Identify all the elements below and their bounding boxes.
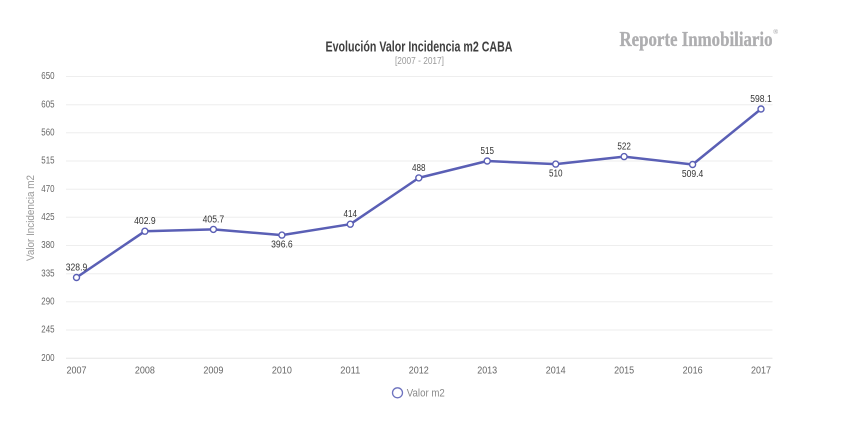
svg-text:2016: 2016 bbox=[683, 365, 704, 376]
svg-text:2013: 2013 bbox=[477, 365, 498, 376]
svg-text:290: 290 bbox=[41, 297, 55, 308]
svg-text:®: ® bbox=[773, 28, 779, 36]
svg-text:Evolución Valor Incidencia m2: Evolución Valor Incidencia m2 CABA bbox=[326, 39, 513, 56]
svg-text:425: 425 bbox=[41, 212, 55, 223]
svg-text:488: 488 bbox=[412, 163, 426, 174]
svg-text:522: 522 bbox=[617, 142, 631, 153]
svg-text:2014: 2014 bbox=[546, 365, 567, 376]
svg-text:515: 515 bbox=[480, 146, 494, 157]
svg-text:405.7: 405.7 bbox=[203, 214, 225, 225]
svg-text:Valor m2: Valor m2 bbox=[407, 387, 445, 399]
svg-text:2009: 2009 bbox=[203, 365, 223, 376]
svg-text:[2007 - 2017]: [2007 - 2017] bbox=[395, 55, 444, 67]
svg-text:396.6: 396.6 bbox=[271, 240, 293, 251]
svg-text:2017: 2017 bbox=[751, 365, 771, 376]
svg-text:2008: 2008 bbox=[135, 365, 156, 376]
svg-text:2015: 2015 bbox=[614, 365, 635, 376]
svg-text:510: 510 bbox=[549, 169, 563, 180]
svg-text:2011: 2011 bbox=[340, 365, 360, 376]
svg-text:402.9: 402.9 bbox=[134, 216, 156, 227]
svg-text:Reporte Inmobiliario: Reporte Inmobiliario bbox=[620, 27, 773, 51]
svg-text:560: 560 bbox=[41, 128, 55, 139]
svg-text:Valor Incidencia m2: Valor Incidencia m2 bbox=[25, 175, 37, 261]
svg-text:2007: 2007 bbox=[67, 365, 87, 376]
svg-text:605: 605 bbox=[41, 99, 55, 110]
svg-text:650: 650 bbox=[41, 71, 55, 82]
svg-text:245: 245 bbox=[41, 325, 55, 336]
svg-text:200: 200 bbox=[41, 353, 55, 364]
svg-text:598.1: 598.1 bbox=[750, 94, 772, 105]
svg-text:328.9: 328.9 bbox=[66, 263, 88, 274]
svg-text:2010: 2010 bbox=[272, 365, 293, 376]
svg-text:335: 335 bbox=[41, 268, 55, 279]
svg-text:515: 515 bbox=[41, 156, 55, 167]
svg-text:414: 414 bbox=[344, 209, 358, 220]
svg-text:509.4: 509.4 bbox=[682, 169, 704, 180]
svg-text:380: 380 bbox=[41, 240, 55, 251]
svg-text:470: 470 bbox=[41, 184, 55, 195]
svg-text:2012: 2012 bbox=[409, 365, 429, 376]
